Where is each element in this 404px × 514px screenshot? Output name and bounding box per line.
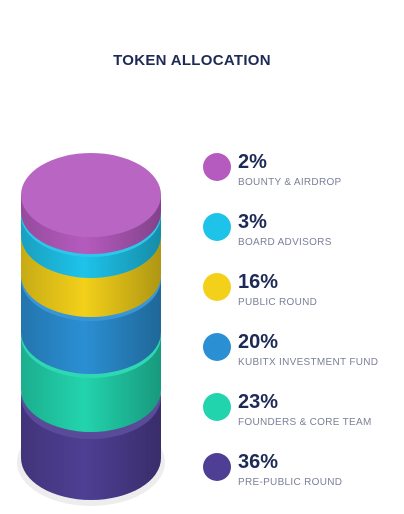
legend-swatch: [203, 393, 231, 421]
legend-item-bounty-airdrop: 2% BOUNTY & AIRDROP: [203, 150, 403, 196]
legend-value: 16%: [238, 271, 279, 293]
legend-label: BOUNTY & AIRDROP: [238, 177, 342, 188]
legend-value: 20%: [238, 331, 279, 353]
legend-value: 23%: [238, 391, 279, 413]
legend-swatch: [203, 273, 231, 301]
legend-swatch: [203, 213, 231, 241]
cylinder-segment-top: [21, 153, 161, 237]
legend-item-board-advisors: 3% BOARD ADVISORS: [203, 210, 403, 256]
legend-swatch: [203, 333, 231, 361]
cylinder-segment: [21, 153, 161, 254]
legend-value: 3%: [238, 211, 267, 233]
legend-label: PUBLIC ROUND: [238, 297, 318, 308]
legend-value: 36%: [238, 451, 279, 473]
legend-item-investment-fund: 20% KUBITX INVESTMENT FUND: [203, 330, 403, 376]
legend-swatch: [203, 453, 231, 481]
chart-title: TOKEN ALLOCATION: [113, 52, 271, 69]
legend-item-pre-public-round: 36% PRE-PUBLIC ROUND: [203, 450, 403, 496]
legend-label: PRE-PUBLIC ROUND: [238, 477, 343, 488]
legend-label: BOARD ADVISORS: [238, 237, 332, 248]
legend-label: FOUNDERS & CORE TEAM: [238, 417, 372, 428]
legend-label: KUBITX INVESTMENT FUND: [238, 357, 379, 368]
legend-value: 2%: [238, 151, 267, 173]
legend-swatch: [203, 153, 231, 181]
legend-item-founders-core-team: 23% FOUNDERS & CORE TEAM: [203, 390, 403, 436]
legend-item-public-round: 16% PUBLIC ROUND: [203, 270, 403, 316]
